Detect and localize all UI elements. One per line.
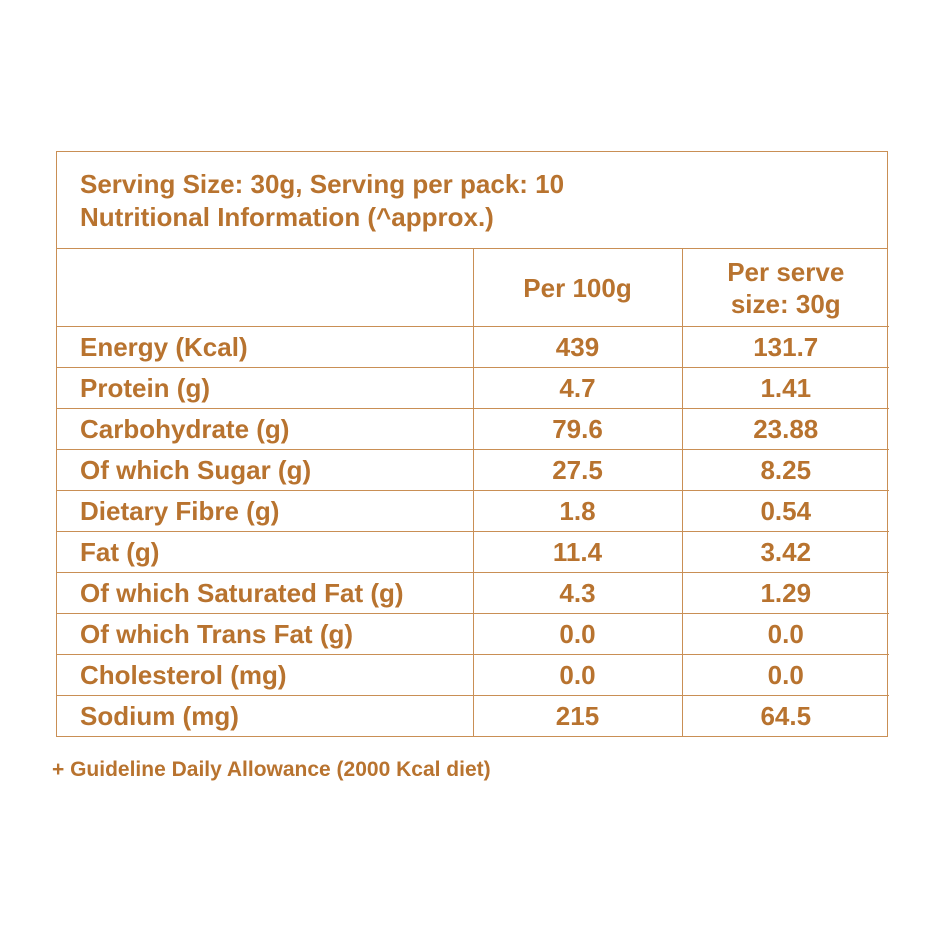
nutrient-label: Of which Sugar (g) — [57, 449, 474, 491]
per-serve-value: 8.25 — [682, 449, 889, 491]
nutritional-info-title: Nutritional Information (^approx.) — [80, 202, 494, 232]
table-row: Of which Saturated Fat (g) 4.3 1.29 — [57, 572, 889, 614]
per-100g-value: 439 — [473, 326, 683, 368]
per-serve-value: 0.0 — [682, 654, 889, 696]
column-header-per-serve-line2: size: 30g — [730, 288, 841, 319]
per-serve-value: 1.29 — [682, 572, 889, 614]
nutrient-label: Carbohydrate (g) — [57, 408, 474, 450]
nutrient-label: Of which Saturated Fat (g) — [57, 572, 474, 614]
nutrient-label: Of which Trans Fat (g) — [57, 613, 474, 655]
table-row: Energy (Kcal) 439 131.7 — [57, 326, 889, 368]
table-row: Sodium (mg) 215 64.5 — [57, 695, 889, 736]
nutrient-label: Sodium (mg) — [57, 695, 474, 736]
per-serve-value: 3.42 — [682, 531, 889, 573]
column-header-per-serve-line1: Per serve — [727, 256, 845, 287]
table-row: Of which Trans Fat (g) 0.0 0.0 — [57, 613, 889, 655]
nutrient-label: Protein (g) — [57, 367, 474, 409]
nutrient-label: Cholesterol (mg) — [57, 654, 474, 696]
per-100g-value: 27.5 — [473, 449, 683, 491]
gda-footnote: + Guideline Daily Allowance (2000 Kcal d… — [52, 758, 491, 781]
panel-header: Serving Size: 30g, Serving per pack: 10 … — [57, 152, 887, 249]
nutrient-label: Dietary Fibre (g) — [57, 490, 474, 532]
table-row: Cholesterol (mg) 0.0 0.0 — [57, 654, 889, 696]
per-serve-value: 131.7 — [682, 326, 889, 368]
per-serve-value: 0.54 — [682, 490, 889, 532]
per-serve-value: 23.88 — [682, 408, 889, 450]
per-100g-value: 0.0 — [473, 654, 683, 696]
table-row: Of which Sugar (g) 27.5 8.25 — [57, 449, 889, 491]
per-100g-value: 215 — [473, 695, 683, 736]
table-row: Protein (g) 4.7 1.41 — [57, 367, 889, 409]
per-serve-value: 64.5 — [760, 701, 812, 731]
per-serve-value: 1.41 — [682, 367, 889, 409]
serving-size-text: Serving Size: 30g, Serving per pack: 10 — [80, 169, 565, 199]
per-100g-value: 79.6 — [473, 408, 683, 450]
table-row: Carbohydrate (g) 79.6 23.88 — [57, 408, 889, 450]
column-header-nutrient — [57, 249, 474, 327]
per-100g-value: 1.8 — [473, 490, 683, 532]
per-100g-value: 4.3 — [473, 572, 683, 614]
per-100g-value: 4.7 — [473, 367, 683, 409]
column-header-per-100g: Per 100g — [473, 249, 683, 327]
column-header-per-serve: Per serve size: 30g — [682, 249, 889, 327]
table-row: Fat (g) 11.4 3.42 — [57, 531, 889, 573]
table-row: Dietary Fibre (g) 1.8 0.54 — [57, 490, 889, 532]
nutrition-table: Per 100g Per serve size: 30g Energy (Kca… — [57, 249, 889, 736]
per-100g-value: 0.0 — [473, 613, 683, 655]
per-serve-value: 0.0 — [682, 613, 889, 655]
nutrient-label: Energy (Kcal) — [57, 326, 474, 368]
per-100g-value: 11.4 — [473, 531, 683, 573]
nutrient-label: Fat (g) — [57, 531, 474, 573]
nutrition-panel: Serving Size: 30g, Serving per pack: 10 … — [56, 151, 889, 737]
table-header-row: Per 100g Per serve size: 30g — [57, 249, 889, 327]
